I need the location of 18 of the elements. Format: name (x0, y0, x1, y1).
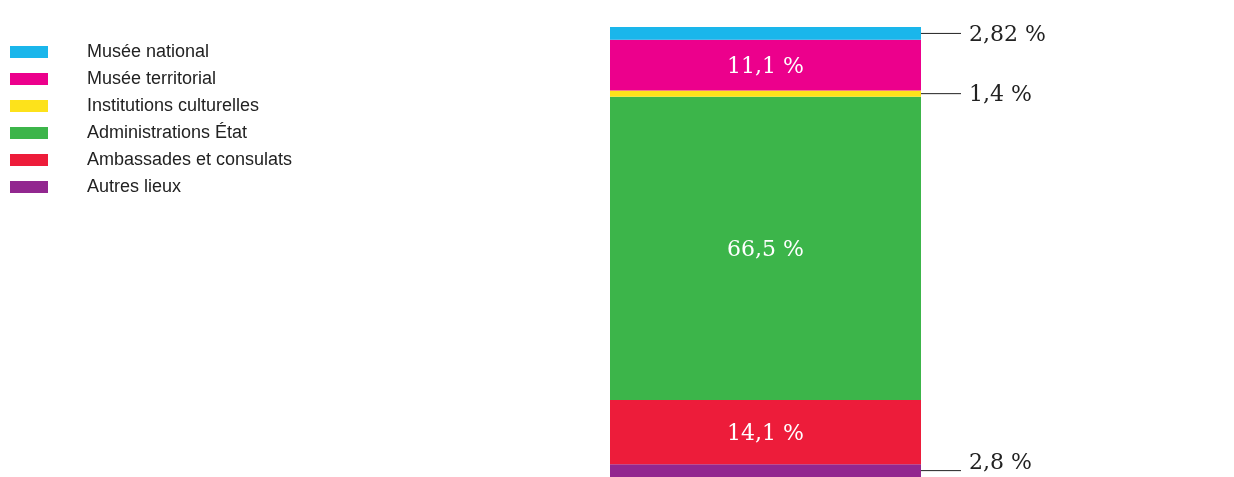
data-label: 2,82 % (969, 20, 1046, 46)
data-label: 11,1 % (727, 52, 804, 78)
data-label: 2,8 % (969, 448, 1032, 474)
legend-label: Administrations État (87, 122, 248, 143)
bar (610, 27, 921, 40)
legend-label: Ambassades et consulats (87, 149, 293, 170)
bar (610, 39, 921, 91)
bar (610, 399, 921, 465)
data-label: 14,1 % (727, 419, 804, 445)
data-label: 66,5 % (727, 235, 804, 261)
legend-label: Institutions culturelles (87, 95, 260, 116)
bar (610, 90, 921, 97)
data-label: 1,4 % (969, 81, 1032, 107)
legend-label: Autres lieux (87, 176, 182, 197)
legend-label: Musée national (87, 41, 210, 62)
legend-label: Musée territorial (87, 68, 217, 89)
bar (610, 96, 921, 400)
bar (610, 464, 921, 477)
